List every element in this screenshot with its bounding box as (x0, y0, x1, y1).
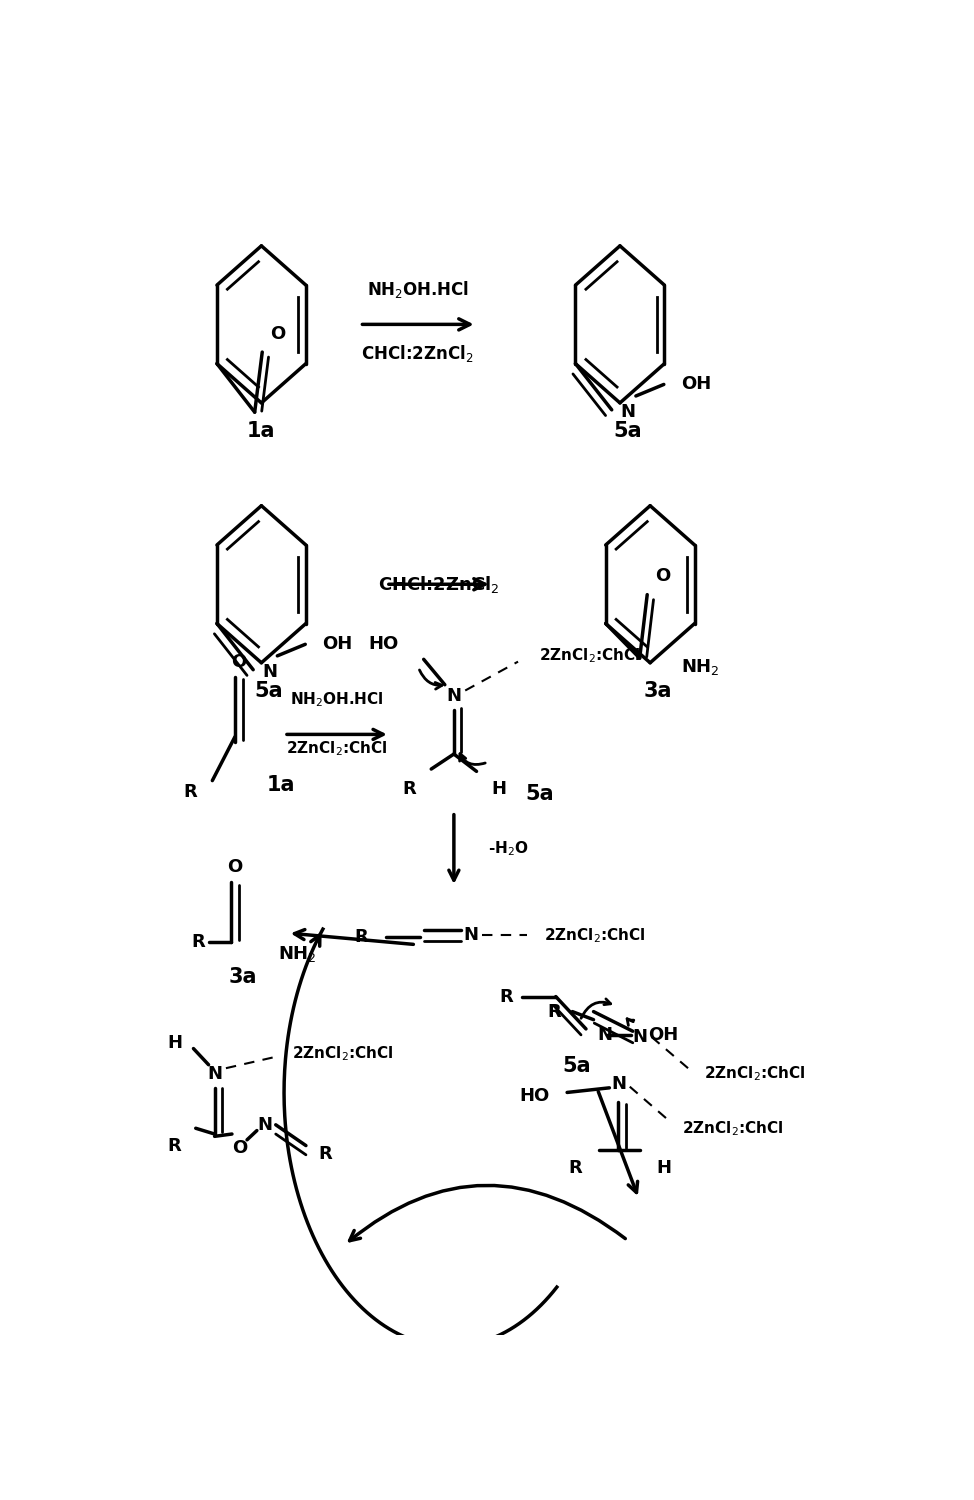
Text: O: O (270, 326, 285, 344)
Text: R: R (547, 1002, 561, 1020)
Text: 2ZnCl$_2$:ChCl: 2ZnCl$_2$:ChCl (704, 1065, 805, 1083)
Text: N: N (597, 1026, 613, 1044)
Text: R: R (499, 987, 512, 1005)
Text: 2ZnCl$_2$:ChCl: 2ZnCl$_2$:ChCl (539, 646, 641, 664)
Text: 5a: 5a (526, 784, 554, 804)
Text: H: H (168, 1034, 182, 1052)
Text: 1a: 1a (267, 776, 295, 795)
Text: N: N (620, 404, 636, 422)
Text: 2ZnCl$_2$:ChCl: 2ZnCl$_2$:ChCl (286, 740, 388, 758)
Text: N: N (262, 663, 278, 681)
Text: CHCl:2ZnCl$_2$: CHCl:2ZnCl$_2$ (378, 574, 500, 596)
Text: H: H (492, 780, 506, 798)
Text: 1a: 1a (247, 420, 276, 441)
Text: R: R (191, 933, 205, 951)
Text: 5a: 5a (563, 1056, 591, 1076)
Text: N: N (257, 1116, 272, 1134)
Text: N: N (611, 1076, 626, 1094)
Text: O: O (227, 858, 243, 876)
Text: HO: HO (519, 1088, 549, 1106)
Text: NH$_2$: NH$_2$ (681, 657, 720, 678)
Text: 3a: 3a (644, 681, 672, 700)
Text: R: R (167, 1137, 180, 1155)
Text: 2ZnCl$_2$:ChCl: 2ZnCl$_2$:ChCl (683, 1119, 784, 1137)
Text: R: R (183, 783, 197, 801)
Text: NH$_2$OH.HCl: NH$_2$OH.HCl (366, 279, 468, 300)
Text: -H$_2$O: -H$_2$O (488, 840, 529, 858)
Text: CHCl:2ZnCl$_2$: CHCl:2ZnCl$_2$ (361, 344, 474, 364)
Text: 5a: 5a (254, 681, 283, 700)
Text: OH: OH (648, 1026, 678, 1044)
Text: N: N (207, 1065, 222, 1083)
Text: R: R (569, 1158, 582, 1176)
Text: OH: OH (681, 375, 711, 393)
Text: NH$_2$: NH$_2$ (278, 944, 317, 964)
Text: N: N (446, 687, 462, 705)
Text: NH$_2$OH.HCl: NH$_2$OH.HCl (290, 690, 384, 709)
Text: R: R (355, 927, 368, 945)
Text: O: O (232, 1138, 247, 1156)
Text: O: O (655, 567, 670, 585)
Text: 5a: 5a (614, 420, 642, 441)
Text: R: R (318, 1144, 332, 1162)
Text: OH: OH (322, 636, 353, 654)
Text: R: R (402, 780, 416, 798)
Text: 2ZnCl$_2$:ChCl: 2ZnCl$_2$:ChCl (292, 1044, 393, 1062)
Text: N: N (463, 927, 478, 945)
Text: 2ZnCl$_2$:ChCl: 2ZnCl$_2$:ChCl (544, 926, 646, 945)
Text: HO: HO (368, 636, 398, 654)
Text: O: O (231, 652, 246, 670)
Text: 3a: 3a (228, 968, 257, 987)
Text: N: N (633, 1028, 648, 1045)
Text: H: H (656, 1158, 671, 1176)
